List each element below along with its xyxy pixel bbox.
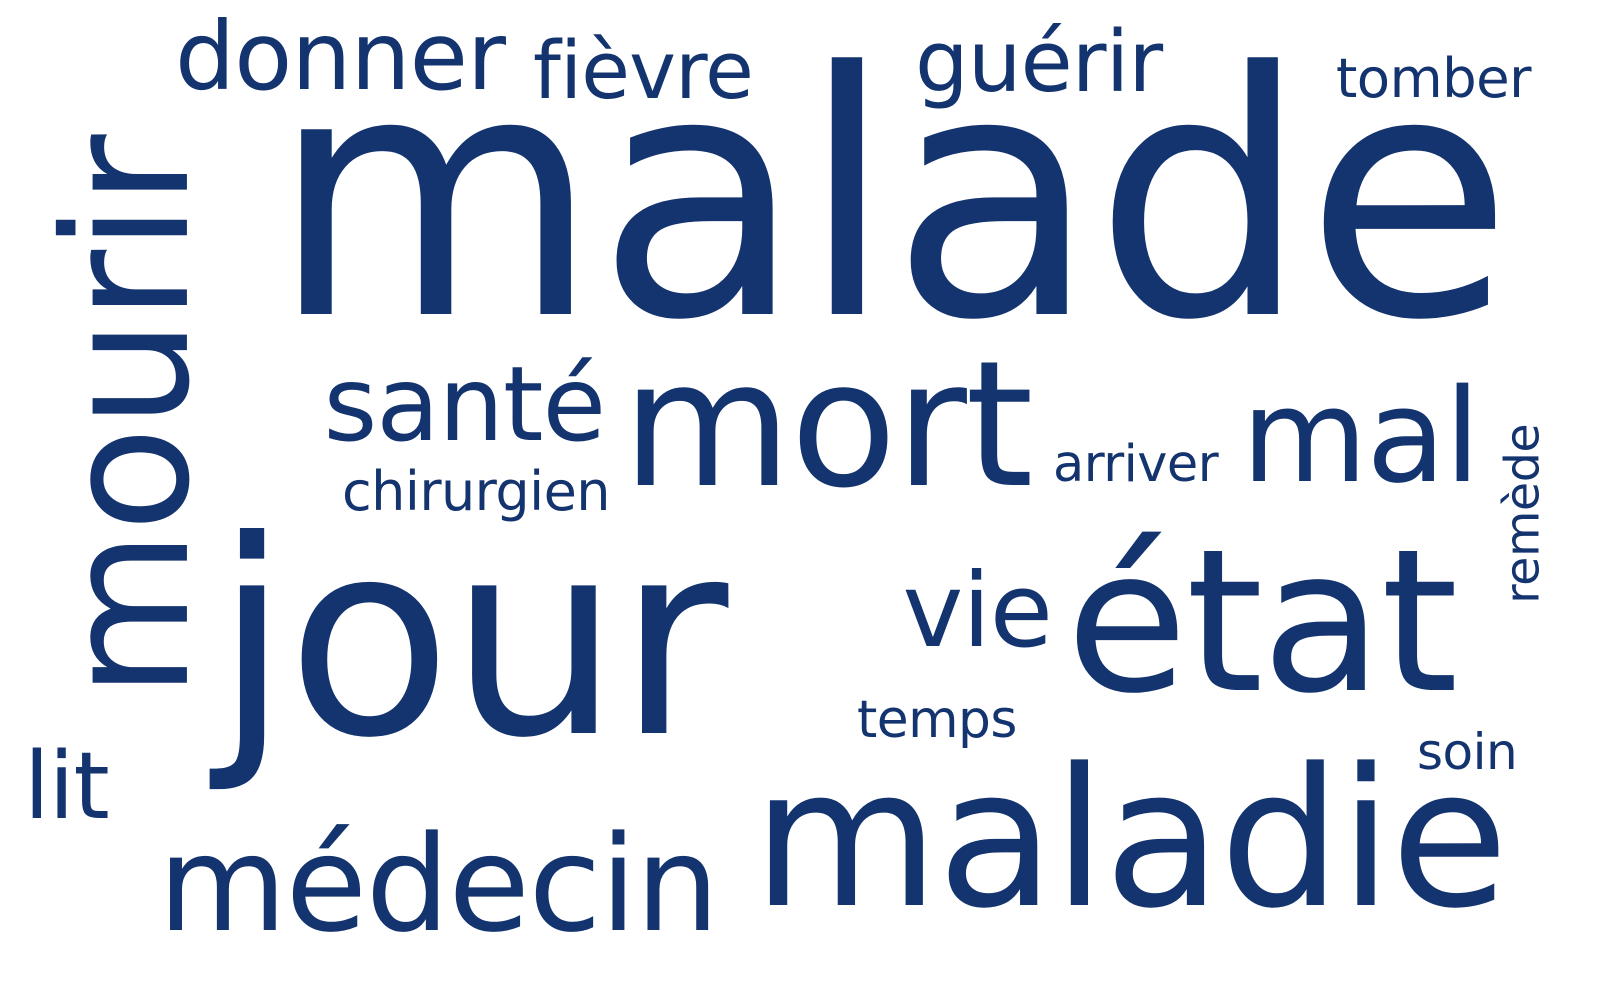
word-tomber: tomber — [1336, 45, 1531, 110]
word-mourir: mourir — [26, 136, 228, 699]
word-mal: mal — [1241, 361, 1481, 512]
word-malade: malade — [270, 0, 1514, 394]
word-maladie: maladie — [752, 728, 1509, 951]
word-fievre: fièvre — [533, 25, 754, 117]
word-remede: remède — [1495, 423, 1551, 604]
word-mort: mort — [622, 323, 1034, 527]
word-lit: lit — [24, 732, 110, 840]
word-arriver: arriver — [1053, 434, 1219, 494]
word-temps: temps — [857, 690, 1017, 750]
word-sante: santé — [323, 345, 607, 465]
word-jour: jour — [214, 482, 729, 797]
word-soin: soin — [1417, 723, 1518, 781]
word-guerir: guérir — [915, 12, 1163, 111]
word-medecin: médecin — [158, 807, 719, 962]
word-etat: état — [1066, 506, 1458, 737]
word-chirurgien: chirurgien — [342, 460, 611, 523]
word-vie: vie — [902, 552, 1053, 671]
word-donner: donner — [175, 2, 506, 112]
